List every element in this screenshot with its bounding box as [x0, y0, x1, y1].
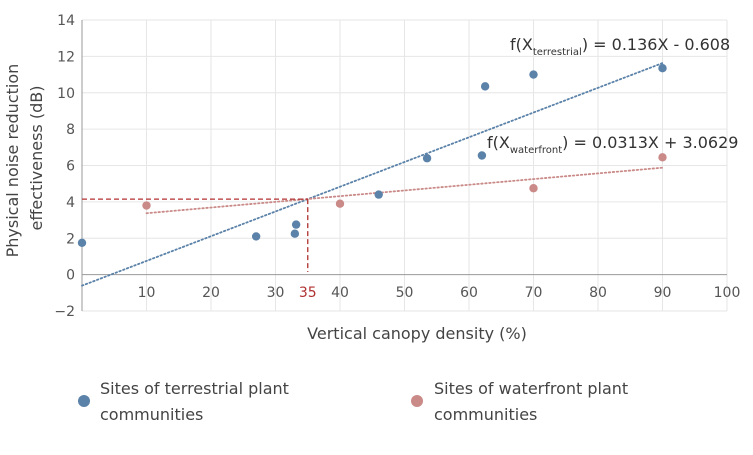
data-points [77, 63, 667, 247]
legend-marker-terrestrial [78, 395, 90, 407]
data-point-terrestrial [251, 232, 261, 241]
data-point-terrestrial [480, 82, 490, 91]
x-tick-label: 20 [202, 285, 220, 301]
data-point-terrestrial [291, 220, 301, 229]
data-point-terrestrial [422, 154, 432, 163]
x-tick-labels: 10 20 30 40 50 60 70 80 90 100 [138, 285, 741, 301]
gridlines [82, 19, 728, 312]
legend-label-waterfront: Sites of waterfront plant communities [434, 379, 633, 424]
y-tick-label: 8 [66, 122, 75, 138]
legend-marker-waterfront [411, 395, 423, 407]
x-tick-label: 40 [331, 285, 349, 301]
y-tick-label: 0 [66, 268, 75, 284]
data-point-waterfront [658, 153, 667, 162]
equation-waterfront: f(Xwaterfront) = 0.0313X + 3.0629 [487, 133, 738, 156]
x-tick-label: 80 [589, 285, 607, 301]
x-tick-label: 60 [460, 285, 478, 301]
highlight-tick-label: 35 [299, 285, 317, 301]
y-tick-label: 10 [57, 86, 75, 102]
data-point-terrestrial [290, 229, 300, 238]
highlight-guides: 35 [82, 198, 317, 301]
data-point-terrestrial [374, 190, 383, 199]
x-tick-label: 100 [714, 285, 741, 301]
y-tick-label: 12 [57, 49, 75, 65]
data-point-waterfront [529, 184, 538, 193]
data-point-terrestrial [658, 63, 667, 73]
trend-lines [81, 62, 664, 287]
x-tick-label: 90 [654, 285, 672, 301]
y-axis-title: Physical noise reduction effectiveness (… [3, 59, 46, 258]
equation-terrestrial: f(Xterrestrial) = 0.136X - 0.608 [510, 35, 730, 58]
trend-line-waterfront [145, 166, 664, 215]
x-tick-label: 50 [396, 285, 414, 301]
y-tick-label: 4 [66, 195, 75, 211]
legend-label-terrestrial: Sites of terrestrial plant communities [100, 379, 294, 424]
y-tick-label: 14 [57, 13, 75, 29]
legend: Sites of terrestrial plant communities S… [78, 379, 633, 424]
data-point-waterfront [335, 199, 345, 208]
x-tick-label: 10 [138, 285, 156, 301]
y-tick-label: 6 [66, 159, 75, 175]
data-point-waterfront [142, 201, 151, 210]
y-tick-labels: −2 0 2 4 6 8 10 12 14 [54, 13, 75, 320]
axes [81, 20, 727, 311]
data-point-terrestrial [529, 70, 538, 79]
x-tick-label: 70 [525, 285, 543, 301]
x-axis-title: Vertical canopy density (%) [307, 324, 527, 343]
y-tick-label: 2 [66, 231, 75, 247]
data-point-terrestrial [77, 238, 87, 247]
x-tick-label: 30 [267, 285, 285, 301]
trend-line-terrestrial [81, 62, 664, 287]
y-tick-label: −2 [54, 304, 75, 320]
data-point-terrestrial [477, 151, 487, 160]
